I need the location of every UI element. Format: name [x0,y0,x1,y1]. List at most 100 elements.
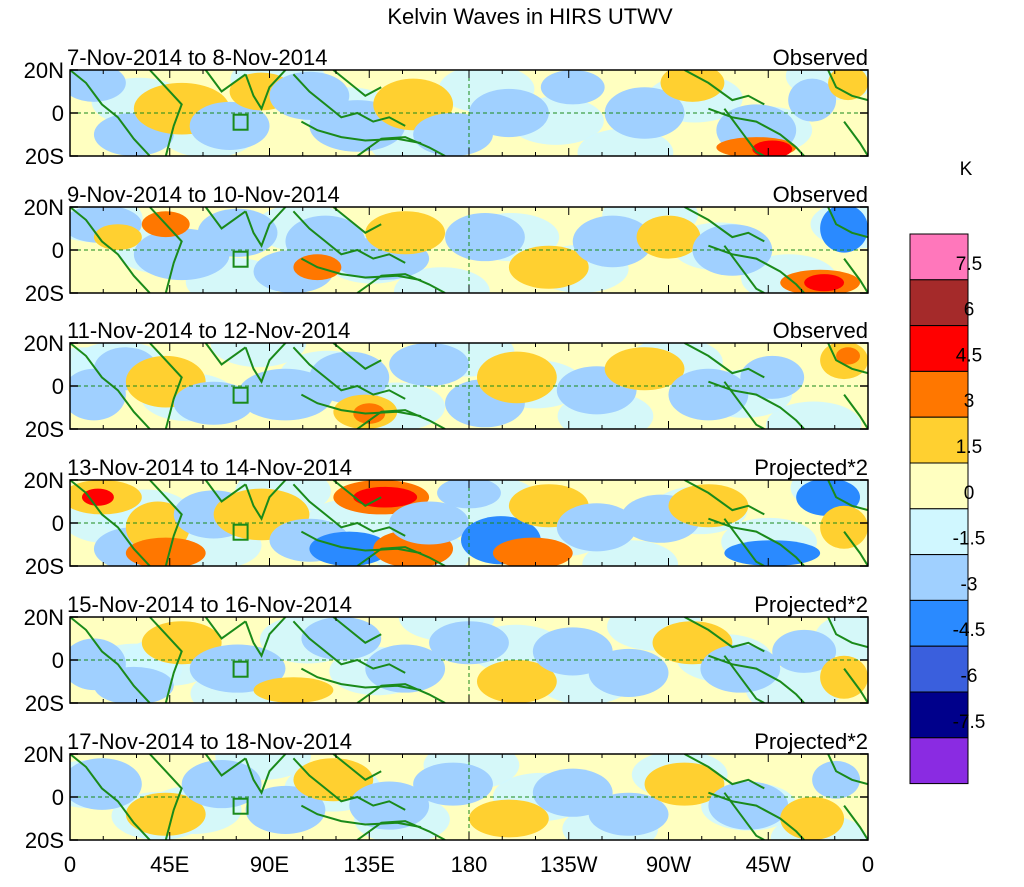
colorbar-swatch [909,737,969,785]
coastline [843,394,868,429]
lat-tick-label: 0 [52,101,64,126]
anomaly-contour [804,274,845,292]
coastline [684,207,765,243]
lon-tick-label: 135W [540,852,598,877]
anomaly-contour [81,488,114,506]
coastline [244,480,287,521]
colorbar-swatch [909,554,969,601]
region-marker [232,523,249,541]
map-panel: 20N 0 20S 17-Nov-2014 to 18-Nov-2014 Project… [24,729,869,853]
lat-tick-label: 20S [25,144,64,169]
anomaly-contour [752,140,793,156]
coastline [149,207,183,293]
coastline [244,343,287,384]
colorbar-label: 4.5 [956,345,982,366]
anomaly-contour [469,88,549,138]
lat-tick-label: 20N [24,468,64,493]
anomaly-contour [812,760,861,799]
coastline [300,530,422,555]
anomaly-contour [508,245,589,289]
lat-tick-label: 0 [52,374,64,399]
lat-tick-label: 20N [24,331,64,356]
map-panel: 20N 0 20S 9-Nov-2014 to 10-Nov-2014 Observed [24,182,869,306]
coastline [843,121,868,156]
map-panel: 20N 0 20S 15-Nov-2014 to 16-Nov-2014 Project… [24,592,869,716]
panel-date-range: 15-Nov-2014 to 16-Nov-2014 [67,592,352,617]
colorbar-swatch [909,233,969,281]
anomaly-contour [429,621,509,665]
coastline [244,70,287,111]
panel-date-range: 17-Nov-2014 to 18-Nov-2014 [67,729,352,754]
anomaly-contour [394,267,490,293]
coastline [723,792,765,840]
anomaly-contour [668,484,749,528]
anomaly-contour [668,368,749,421]
colorbar-swatch [909,462,969,510]
coastline [684,754,765,790]
lat-tick-label: 0 [52,785,64,810]
coastline [70,480,151,566]
lat-tick-label: 20N [24,742,64,767]
region-marker [232,113,249,131]
coastline [300,257,422,282]
coastline [708,791,805,840]
coastline [827,617,868,649]
coastline [70,343,151,429]
anomaly-contour [476,660,557,703]
colorbar: 7.5 6 4.5 3 1.5 0 -1.5 -3 -4.5 -6 -7.5 [909,233,985,785]
anomaly-contour [828,70,868,101]
coastline [300,804,422,829]
colorbar-label: 7.5 [956,254,982,275]
map-panel: 20N 0 20S 7-Nov-2014 to 8-Nov-2014 Observed [24,45,869,169]
coastline [356,136,446,156]
panel-date-range: 7-Nov-2014 to 8-Nov-2014 [67,45,327,70]
anomaly-contour [476,351,557,404]
colorbar-label: 6 [964,300,975,321]
panel-type: Projected*2 [754,729,868,754]
panel-date-range: 13-Nov-2014 to 14-Nov-2014 [67,455,352,480]
anomaly-contour [492,537,573,566]
coastline [204,617,247,640]
anomaly-field [70,207,868,293]
lat-tick-label: 20S [25,281,64,306]
coastline [204,480,247,503]
anomaly-contour [540,70,605,105]
anomaly-contour [93,224,142,251]
anomaly-contour [365,644,446,693]
anomaly-contour [644,762,725,806]
lon-tick-label: 45W [746,852,791,877]
map-panel: 20N 0 20S 13-Nov-2014 to 14-Nov-2014 Project… [24,455,869,579]
anomaly-contour [700,644,781,693]
anomaly-contour [692,224,773,276]
anomaly-contour [353,486,418,508]
coastline [70,617,151,703]
anomaly-contour [210,343,307,368]
coastline [300,667,422,692]
colorbar-label: 3 [964,391,975,412]
lon-tick-label: 45E [150,852,189,877]
coastline [292,620,406,674]
anomaly-contour [820,505,868,549]
lon-tick-label: 180 [451,852,488,877]
anomaly-contour [724,540,821,566]
colorbar-swatch [909,645,969,693]
coastline [708,654,805,703]
anomaly-contour [70,758,142,810]
colorbar-swatch [909,325,969,372]
coastline [708,517,805,566]
anomaly-contour [445,213,525,262]
anomaly-contour [189,101,270,150]
coastline [332,754,382,781]
coastline [843,531,868,566]
anomaly-contour [197,208,278,257]
coastline [356,409,446,429]
coastline [356,546,446,566]
anomaly-contour [413,113,493,156]
coastline [723,381,765,429]
coastline [292,73,406,127]
lat-tick-label: 20S [25,828,64,853]
anomaly-contour [588,648,669,697]
coastline [723,518,765,566]
anomaly-contour [708,781,789,830]
lon-tick-label: 0 [64,852,76,877]
